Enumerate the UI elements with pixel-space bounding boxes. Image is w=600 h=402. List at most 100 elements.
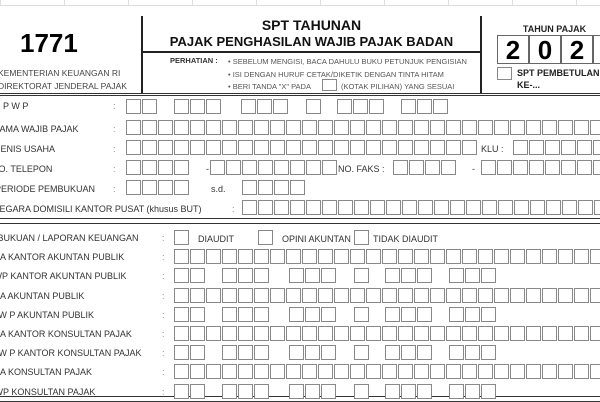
nama-akuntan-box[interactable] (478, 288, 493, 303)
nama-konsultan-box[interactable] (430, 364, 445, 379)
npwp-kantor-konsultan-box[interactable] (238, 345, 253, 360)
npwp-konsultan-box[interactable] (321, 384, 336, 399)
npwp-kantor-konsultan-box[interactable] (354, 345, 369, 360)
nama-konsultan-box[interactable] (382, 364, 397, 379)
nama-akuntan-box[interactable] (526, 288, 541, 303)
jenis-usaha-box[interactable] (254, 140, 269, 155)
negara-box[interactable] (322, 200, 337, 215)
telepon-area-box[interactable] (126, 160, 141, 175)
faks-box[interactable] (593, 160, 600, 175)
faks-box[interactable] (497, 160, 512, 175)
nama-konsultan-box[interactable] (302, 364, 317, 379)
nama-konsultan-box[interactable] (542, 364, 557, 379)
nama-kantor-konsultan-box[interactable] (398, 326, 413, 341)
npwp-kantor-akuntan-box[interactable] (401, 268, 416, 283)
nama-konsultan-box[interactable] (558, 364, 573, 379)
nama-wp-box[interactable] (126, 120, 141, 135)
nama-kantor-konsultan-box[interactable] (318, 326, 333, 341)
opini-akuntan-checkbox[interactable] (258, 230, 273, 245)
nama-kantor-konsultan-box[interactable] (494, 326, 509, 341)
periode-start-box[interactable] (142, 180, 157, 195)
jenis-usaha-box[interactable] (222, 140, 237, 155)
nama-kantor-konsultan-box[interactable] (542, 326, 557, 341)
npwp-box[interactable] (369, 99, 384, 114)
npwp-kantor-akuntan-box[interactable] (417, 268, 432, 283)
nama-wp-box[interactable] (510, 120, 525, 135)
nama-kantor-konsultan-box[interactable] (270, 326, 285, 341)
nama-kantor-akuntan-box[interactable] (494, 249, 509, 264)
jenis-usaha-box[interactable] (158, 140, 173, 155)
npwp-box[interactable] (337, 99, 352, 114)
nama-kantor-akuntan-box[interactable] (350, 249, 365, 264)
nama-konsultan-box[interactable] (238, 364, 253, 379)
faks-box[interactable] (577, 160, 592, 175)
nama-wp-box[interactable] (286, 120, 301, 135)
nama-kantor-akuntan-box[interactable] (430, 249, 445, 264)
nama-wp-box[interactable] (158, 120, 173, 135)
negara-box[interactable] (514, 200, 529, 215)
nama-wp-box[interactable] (238, 120, 253, 135)
nama-akuntan-box[interactable] (398, 288, 413, 303)
nama-kantor-konsultan-box[interactable] (590, 326, 600, 341)
npwp-akuntan-box[interactable] (449, 307, 464, 322)
negara-box[interactable] (578, 200, 593, 215)
nama-kantor-konsultan-box[interactable] (526, 326, 541, 341)
nama-kantor-konsultan-box[interactable] (558, 326, 573, 341)
nama-wp-box[interactable] (462, 120, 477, 135)
nama-wp-box[interactable] (270, 120, 285, 135)
npwp-kantor-konsultan-box[interactable] (481, 345, 496, 360)
telepon-box[interactable] (226, 160, 241, 175)
telepon-box[interactable] (274, 160, 289, 175)
telepon-box[interactable] (290, 160, 305, 175)
periode-end-box[interactable] (258, 180, 273, 195)
faks-box[interactable] (513, 160, 528, 175)
npwp-konsultan-box[interactable] (481, 384, 496, 399)
npwp-kantor-akuntan-box[interactable] (190, 268, 205, 283)
nama-kantor-akuntan-box[interactable] (286, 249, 301, 264)
nama-akuntan-box[interactable] (366, 288, 381, 303)
npwp-konsultan-box[interactable] (305, 384, 320, 399)
nama-wp-box[interactable] (398, 120, 413, 135)
nama-akuntan-box[interactable] (206, 288, 221, 303)
klu-box[interactable] (529, 140, 544, 155)
nama-akuntan-box[interactable] (542, 288, 557, 303)
jenis-usaha-box[interactable] (142, 140, 157, 155)
nama-kantor-konsultan-box[interactable] (446, 326, 461, 341)
npwp-kantor-konsultan-box[interactable] (190, 345, 205, 360)
npwp-akuntan-box[interactable] (417, 307, 432, 322)
npwp-konsultan-box[interactable] (238, 384, 253, 399)
telepon-box[interactable] (258, 160, 273, 175)
nama-konsultan-box[interactable] (334, 364, 349, 379)
npwp-akuntan-box[interactable] (254, 307, 269, 322)
telepon-box[interactable] (242, 160, 257, 175)
negara-box[interactable] (594, 200, 600, 215)
faks-area-box[interactable] (393, 160, 408, 175)
faks-box[interactable] (481, 160, 496, 175)
nama-akuntan-box[interactable] (190, 288, 205, 303)
npwp-akuntan-box[interactable] (238, 307, 253, 322)
npwp-box[interactable] (190, 99, 205, 114)
nama-kantor-akuntan-box[interactable] (190, 249, 205, 264)
npwp-akuntan-box[interactable] (289, 307, 304, 322)
negara-box[interactable] (530, 200, 545, 215)
faks-box[interactable] (561, 160, 576, 175)
nama-kantor-akuntan-box[interactable] (446, 249, 461, 264)
nama-wp-box[interactable] (542, 120, 557, 135)
npwp-konsultan-box[interactable] (417, 384, 432, 399)
npwp-konsultan-box[interactable] (449, 384, 464, 399)
nama-kantor-akuntan-box[interactable] (574, 249, 589, 264)
negara-box[interactable] (498, 200, 513, 215)
jenis-usaha-box[interactable] (414, 140, 429, 155)
nama-konsultan-box[interactable] (270, 364, 285, 379)
jenis-usaha-box[interactable] (446, 140, 461, 155)
nama-akuntan-box[interactable] (254, 288, 269, 303)
nama-kantor-akuntan-box[interactable] (478, 249, 493, 264)
nama-akuntan-box[interactable] (334, 288, 349, 303)
jenis-usaha-box[interactable] (174, 140, 189, 155)
telepon-area-box[interactable] (158, 160, 173, 175)
negara-box[interactable] (402, 200, 417, 215)
nama-kantor-konsultan-box[interactable] (510, 326, 525, 341)
nama-kantor-akuntan-box[interactable] (174, 249, 189, 264)
nama-akuntan-box[interactable] (446, 288, 461, 303)
periode-start-box[interactable] (158, 180, 173, 195)
